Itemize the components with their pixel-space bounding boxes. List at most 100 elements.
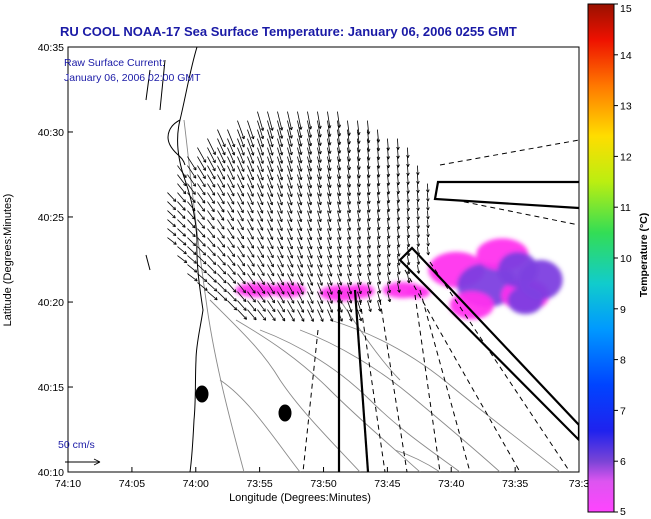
current-vector-head — [427, 243, 430, 247]
current-vector-head — [289, 237, 293, 241]
current-vector — [357, 165, 360, 179]
current-vector — [187, 228, 196, 238]
current-vector — [227, 300, 238, 311]
current-vector — [207, 165, 216, 180]
current-vector-head — [426, 216, 429, 220]
current-vector-head — [192, 235, 196, 238]
current-vector-head — [340, 254, 342, 259]
current-vector-head — [367, 236, 370, 240]
current-vector-head — [194, 251, 197, 255]
current-vector-head — [349, 218, 352, 222]
current-vector-head — [350, 272, 352, 277]
current-vector-head — [378, 235, 381, 239]
current-vector-head — [377, 245, 380, 249]
current-vector — [237, 273, 246, 285]
current-vector-head — [406, 235, 410, 239]
current-vector — [387, 264, 390, 275]
current-vector-head — [379, 290, 382, 294]
current-vector-head — [396, 244, 400, 248]
current-vector-head — [318, 228, 322, 232]
current-vector — [287, 273, 294, 286]
current-vector-head — [201, 201, 206, 204]
current-vector — [227, 273, 236, 284]
current-vector-head — [251, 136, 254, 140]
current-vector-head — [378, 200, 381, 204]
current-vector — [207, 228, 215, 239]
current-vector-head — [339, 167, 342, 171]
current-vector-head — [193, 168, 197, 171]
current-vector-head — [211, 227, 215, 230]
current-vector-head — [289, 255, 293, 259]
current-vector-head — [308, 168, 312, 172]
current-vector-head — [184, 199, 186, 203]
current-vector-head — [338, 273, 342, 277]
current-vector-head — [279, 127, 283, 131]
current-vector — [387, 237, 390, 248]
current-vector — [267, 246, 274, 259]
current-vector-head — [350, 300, 353, 304]
current-vector — [257, 192, 264, 206]
current-vector — [387, 210, 390, 221]
current-vector-head — [308, 143, 312, 147]
current-vector — [417, 219, 419, 229]
current-vector-head — [289, 135, 292, 139]
current-vector — [347, 291, 352, 304]
current-vector-head — [378, 191, 381, 195]
current-vector-head — [211, 218, 215, 221]
current-vector-head — [172, 200, 177, 202]
current-vector-head — [360, 290, 362, 294]
current-vector-head — [298, 127, 302, 130]
current-vector — [197, 192, 206, 204]
current-vector-head — [318, 202, 322, 206]
current-vector-head — [242, 300, 247, 303]
current-vector — [267, 111, 273, 131]
current-vector-head — [224, 271, 227, 275]
current-vector — [247, 228, 254, 240]
y-tick-label: 40:35 — [38, 42, 64, 54]
current-vector — [287, 246, 293, 259]
current-vector-head — [416, 198, 419, 202]
current-vector-head — [386, 235, 390, 239]
current-vector — [177, 246, 187, 255]
current-vector — [257, 174, 264, 189]
current-vector-head — [329, 319, 333, 322]
current-vector — [397, 264, 400, 275]
current-vector-head — [357, 245, 361, 249]
current-vector — [337, 183, 341, 197]
colorbar-tick-label: 15 — [620, 3, 632, 15]
current-vector-head — [300, 176, 303, 180]
current-vector-head — [279, 161, 283, 164]
current-vector — [167, 201, 176, 211]
current-vector-head — [329, 283, 332, 286]
current-vector — [367, 300, 372, 312]
current-vector-head — [298, 194, 302, 197]
current-vector — [337, 246, 342, 259]
current-vector-head — [308, 185, 312, 189]
current-vector — [277, 300, 285, 313]
current-vector-head — [386, 226, 390, 230]
current-vector-head — [339, 124, 342, 128]
current-vector-head — [367, 254, 371, 258]
current-vector-head — [377, 254, 380, 258]
current-vector-head — [349, 166, 351, 171]
current-vector-head — [388, 182, 391, 186]
current-vector-head — [318, 143, 321, 146]
current-vector — [417, 192, 419, 202]
current-vector-head — [328, 210, 331, 214]
current-vector — [187, 210, 196, 220]
current-vector-head — [243, 309, 247, 311]
current-vector-head — [339, 150, 342, 154]
current-vector-head — [281, 185, 284, 189]
current-vector — [257, 300, 266, 312]
current-vector — [257, 228, 264, 240]
current-vector-head — [270, 144, 273, 148]
current-vector — [237, 174, 245, 189]
current-vector-head — [417, 207, 420, 211]
current-vector-head — [377, 272, 381, 276]
current-vector-head — [172, 216, 176, 219]
current-vector-head — [398, 262, 401, 266]
current-vector — [317, 237, 322, 250]
current-vector-head — [320, 176, 322, 180]
current-vector-head — [300, 185, 303, 189]
current-vector-head — [261, 264, 265, 267]
